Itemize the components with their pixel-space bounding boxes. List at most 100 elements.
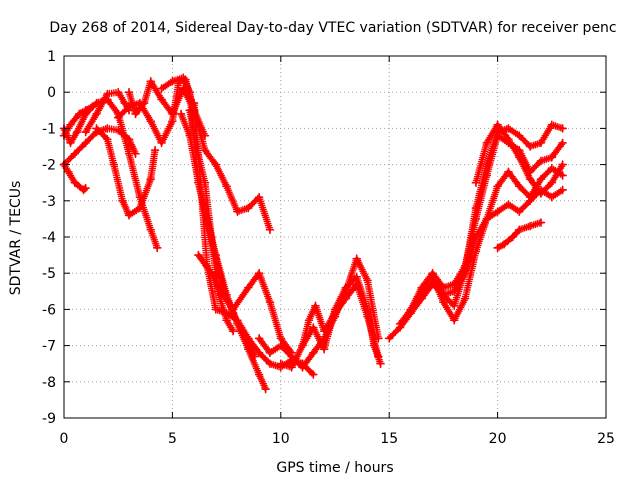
data-point	[243, 203, 253, 213]
series-markers	[493, 218, 545, 252]
data-point	[196, 178, 205, 187]
data-point	[471, 214, 481, 224]
data-point	[558, 171, 567, 180]
data-point	[185, 106, 195, 115]
data-point	[157, 84, 166, 93]
x-axis-label: GPS time / hours	[276, 460, 393, 476]
data-point	[254, 192, 264, 202]
data-point	[449, 287, 459, 296]
data-point	[482, 138, 492, 148]
data-point	[374, 334, 383, 343]
data-point	[131, 109, 140, 119]
data-point	[352, 254, 361, 264]
data-point	[66, 138, 75, 148]
data-point	[265, 359, 275, 368]
y-tick-label: -3	[42, 194, 56, 210]
data-point	[81, 106, 90, 115]
y-tick-label: -2	[42, 158, 56, 174]
series-16	[298, 279, 383, 361]
data-point	[113, 125, 123, 135]
data-point	[309, 348, 318, 358]
chart-title: Day 268 of 2014, Sidereal Day-to-day VTE…	[49, 20, 616, 36]
y-axis-label: SDTVAR / TECUs	[8, 181, 24, 296]
data-point	[504, 124, 513, 133]
series-21	[471, 120, 567, 198]
data-point	[493, 243, 502, 253]
data-point	[319, 326, 329, 336]
data-point	[185, 87, 195, 97]
data-point	[92, 109, 101, 119]
data-point	[319, 344, 329, 354]
data-point	[139, 98, 149, 108]
data-point	[374, 352, 383, 361]
data-point	[66, 120, 75, 130]
data-point	[135, 203, 145, 213]
y-tick-label: -1	[42, 121, 56, 137]
data-series	[59, 73, 567, 394]
data-point	[298, 363, 307, 372]
data-point	[254, 348, 264, 358]
data-point	[194, 250, 203, 260]
data-point	[376, 359, 385, 368]
data-point	[222, 308, 231, 318]
data-point	[547, 178, 557, 187]
data-point	[525, 174, 535, 184]
data-point	[363, 276, 372, 285]
data-point	[558, 124, 567, 133]
data-point	[103, 134, 112, 144]
data-point	[514, 182, 524, 191]
data-point	[493, 182, 502, 191]
data-point	[439, 297, 448, 307]
data-point	[352, 279, 361, 289]
data-point	[81, 183, 90, 193]
data-point	[215, 287, 225, 296]
data-point	[265, 225, 275, 235]
x-tick-label: 10	[272, 431, 290, 447]
data-point	[176, 109, 186, 119]
data-point	[228, 326, 238, 336]
data-point	[81, 138, 90, 148]
data-point	[243, 334, 253, 343]
data-point	[72, 127, 82, 137]
data-point	[547, 192, 557, 202]
data-point	[92, 124, 101, 133]
data-point	[547, 163, 557, 173]
data-point	[211, 160, 221, 169]
data-point	[228, 305, 238, 314]
y-tick-label: -6	[42, 302, 56, 318]
data-point	[363, 312, 372, 321]
data-point	[113, 113, 123, 122]
data-point	[330, 308, 340, 318]
data-point	[525, 221, 535, 231]
y-tick-label: -9	[42, 411, 56, 427]
y-tick-label: -5	[42, 266, 56, 282]
data-point	[514, 207, 524, 216]
data-point	[70, 149, 80, 159]
data-point	[120, 98, 130, 108]
data-point	[504, 167, 513, 177]
data-point	[449, 301, 459, 311]
y-tick-label: -7	[42, 339, 56, 355]
data-point	[482, 171, 492, 180]
data-point	[87, 102, 97, 111]
data-point	[514, 131, 524, 140]
data-point	[124, 134, 134, 144]
data-point	[493, 207, 502, 216]
data-point	[536, 174, 546, 184]
data-point	[417, 290, 427, 300]
data-point	[341, 294, 351, 303]
data-point	[304, 315, 314, 325]
data-point	[504, 200, 513, 209]
data-point	[207, 268, 216, 278]
data-point	[460, 294, 470, 303]
data-point	[309, 370, 318, 379]
data-point	[157, 95, 166, 104]
data-point	[146, 77, 156, 86]
data-point	[118, 196, 127, 206]
x-tick-label: 25	[597, 431, 615, 447]
data-point	[525, 196, 535, 206]
data-point	[81, 127, 90, 137]
data-point	[439, 290, 448, 300]
data-point	[341, 283, 351, 292]
data-point	[200, 145, 210, 155]
